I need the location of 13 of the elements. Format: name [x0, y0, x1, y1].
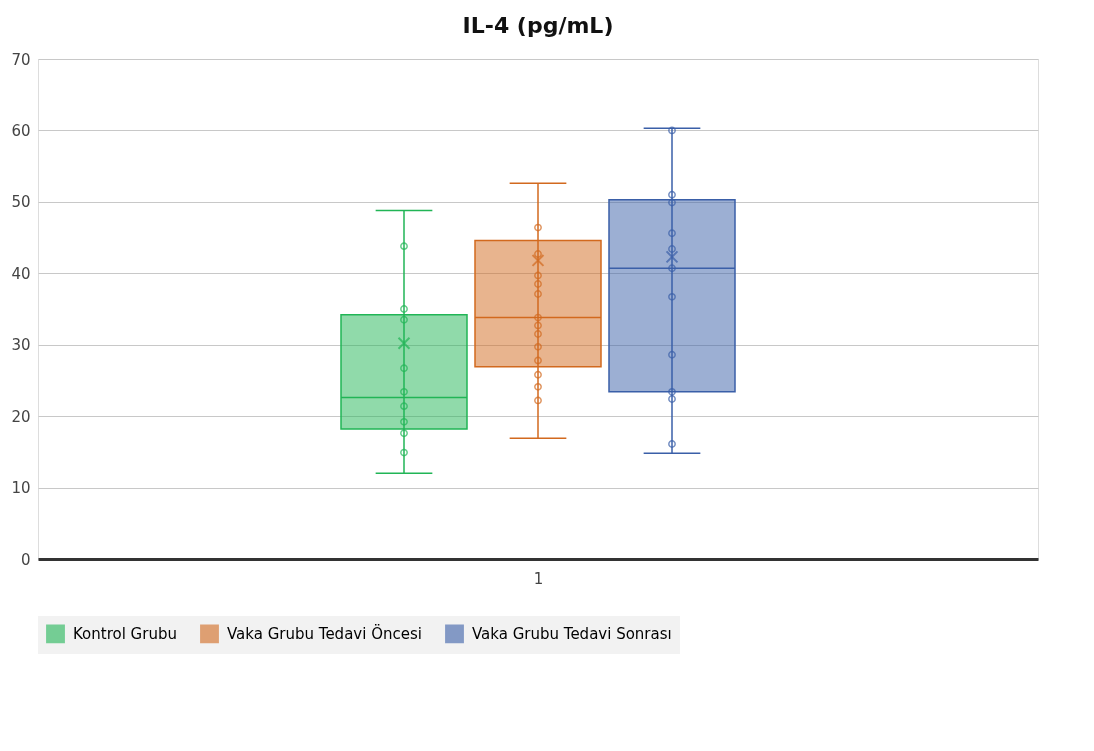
legend-label: Kontrol Grubu: [73, 624, 177, 643]
y-tick-label: 20: [11, 407, 31, 426]
y-tick-label: 40: [11, 264, 31, 283]
y-tick-label: 0: [20, 550, 31, 569]
y-tick-label: 10: [11, 479, 31, 498]
y-tick-label: 30: [11, 336, 31, 355]
x-tick-label: 1: [533, 569, 544, 588]
legend-label: Vaka Grubu Tedavi Sonrası: [472, 624, 672, 643]
y-tick-label: 60: [11, 121, 31, 140]
y-tick-label: 70: [11, 50, 31, 69]
chart-title: IL-4 (pg/mL): [462, 13, 614, 38]
legend-label: Vaka Grubu Tedavi Öncesi: [227, 623, 422, 643]
y-tick-label: 50: [11, 193, 31, 212]
